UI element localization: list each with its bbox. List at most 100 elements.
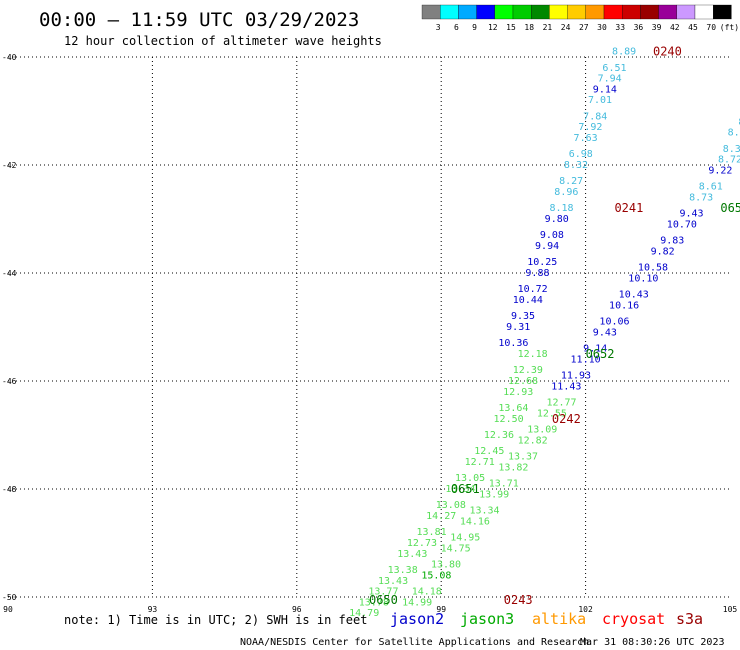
swh-value-label: 8.89	[612, 47, 636, 58]
swh-value-label: 12.39	[513, 365, 543, 376]
swh-value-label: 13.34	[445, 484, 475, 495]
swh-value-label: 8.34	[723, 144, 740, 155]
swh-value-label: 9.83	[660, 236, 684, 247]
pass-time-label: 0653	[720, 201, 740, 215]
swh-value-label: 14.27	[426, 511, 456, 522]
swh-value-label: 7.63	[574, 133, 598, 144]
swh-value-label: 8.61	[699, 182, 723, 193]
satellite-legend-jason2: jason2	[390, 610, 444, 628]
swh-value-label: 14.95	[450, 533, 480, 544]
swh-value-label: 12.68	[508, 376, 538, 387]
satellite-legend: jason2 jason3 altika cryosat s3a	[390, 610, 703, 628]
swh-value-label: 12.18	[518, 349, 548, 360]
swh-value-label: 13.09	[527, 425, 557, 436]
color-swatch	[458, 4, 477, 20]
color-scale-tick: 24	[561, 23, 571, 32]
color-swatch	[622, 4, 641, 20]
color-scale-tick: 70	[706, 23, 716, 32]
swh-value-label: 11.10	[571, 354, 601, 365]
swh-value-label: 10.36	[498, 338, 528, 349]
plot-grid	[8, 56, 730, 598]
x-axis-ticks: 90 93 96 99 102 105	[3, 605, 737, 614]
swh-value-label: 12.77	[546, 398, 576, 409]
swh-value-label: 13.64	[498, 403, 528, 414]
swh-value-label: 12.45	[474, 446, 504, 457]
color-scale-tick: 33	[615, 23, 625, 32]
color-scale-tick: 15	[506, 23, 516, 32]
color-swatch	[713, 4, 732, 20]
swh-value-label: 9.43	[593, 327, 617, 338]
x-tick-label: 105	[723, 605, 738, 614]
swh-value-label: 7.94	[598, 74, 622, 85]
swh-value-label: 13.43	[397, 549, 427, 560]
swh-value-label: 8.27	[559, 176, 583, 187]
y-tick-label: -46	[2, 377, 17, 386]
chart-subtitle: 12 hour collection of altimeter wave hei…	[64, 34, 382, 48]
color-scale-legend: 3 6 9 12 15 18 21 24 27 30 33 36 39 42 45 70 (ft)	[421, 4, 739, 32]
satellite-legend-altika: altika	[532, 610, 586, 628]
swh-value-label: 10.44	[513, 295, 543, 306]
color-scale-tick: 42	[670, 23, 680, 32]
color-swatch	[494, 4, 514, 20]
swh-value-label: 13.77	[368, 587, 398, 598]
swh-value-label: 13.08	[436, 500, 466, 511]
swh-value-label: 8.	[738, 117, 740, 128]
color-swatch	[512, 4, 532, 20]
swh-value-label: 10.10	[628, 273, 658, 284]
swh-value-label: 9.22	[708, 165, 732, 176]
x-tick-label: 93	[148, 605, 158, 614]
swh-value-label: 9.82	[651, 246, 675, 257]
y-tick-label: -48	[2, 485, 17, 494]
y-tick-label: -40	[2, 53, 17, 62]
swh-value-label: 9.94	[535, 241, 559, 252]
x-tick-label: 96	[292, 605, 302, 614]
color-swatch	[531, 4, 550, 20]
color-scale-tick: 36	[634, 23, 644, 32]
color-scale-tick: 18	[524, 23, 534, 32]
swh-value-label: 8.96	[554, 187, 578, 198]
timestamp-text: Mar 31 08:30:26 UTC 2023	[580, 637, 725, 648]
y-tick-label: -44	[2, 269, 17, 278]
x-tick-label: 102	[578, 605, 593, 614]
pass-time-label: 0650	[369, 593, 398, 607]
color-swatch	[567, 4, 586, 20]
swh-value-label: 12.55	[537, 408, 567, 419]
swh-value-label: 14.79	[349, 608, 379, 619]
swh-value-label: 6.51	[602, 63, 626, 74]
y-axis-ticks: -40 -42 -44 -46 -48 -50	[2, 53, 17, 602]
swh-value-label: 10.06	[599, 317, 629, 328]
color-scale-tick: 39	[652, 23, 662, 32]
swh-value-label: 13.80	[431, 560, 461, 571]
swh-value-label: 12.36	[484, 430, 514, 441]
color-swatch	[694, 4, 714, 20]
swh-value-label: 8.32	[564, 160, 588, 171]
color-scale-tick: (ft)	[720, 23, 739, 32]
color-scale-tick: 21	[543, 23, 553, 32]
swh-value-label: 13.82	[498, 462, 528, 473]
color-scale-tick: 12	[488, 23, 498, 32]
swh-value-label: 8.73	[689, 192, 713, 203]
swh-value-label: 13.71	[489, 479, 519, 490]
color-swatch	[603, 4, 623, 20]
swh-labels: 8.896.517.949.147.017.847.927.636.988.32…	[349, 47, 740, 620]
swh-value-label: 10.58	[638, 263, 668, 274]
swh-value-label: 6.98	[569, 149, 593, 160]
swh-value-label: 13.81	[417, 527, 447, 538]
swh-value-label: 7.92	[578, 122, 602, 133]
pass-time-labels: 0240 0241 0653 0652 0242 0651 0243 0650	[369, 45, 740, 607]
swh-value-label: 13.34	[469, 506, 499, 517]
swh-value-label: 9.08	[540, 230, 564, 241]
swh-value-label: 14.75	[441, 543, 471, 554]
color-swatch	[640, 4, 659, 20]
color-scale-tick: 3	[436, 23, 441, 32]
swh-value-label: 13.37	[508, 452, 538, 463]
swh-value-label: 8.32	[728, 128, 740, 139]
y-tick-label: -42	[2, 161, 17, 170]
pass-time-label: 0652	[586, 347, 615, 361]
pass-time-label: 0241	[614, 201, 643, 215]
pass-time-label: 0651	[451, 482, 480, 496]
color-swatch	[676, 4, 696, 20]
color-swatch	[585, 4, 605, 20]
pass-time-label: 0242	[552, 412, 581, 426]
color-scale-tick: 27	[579, 23, 589, 32]
